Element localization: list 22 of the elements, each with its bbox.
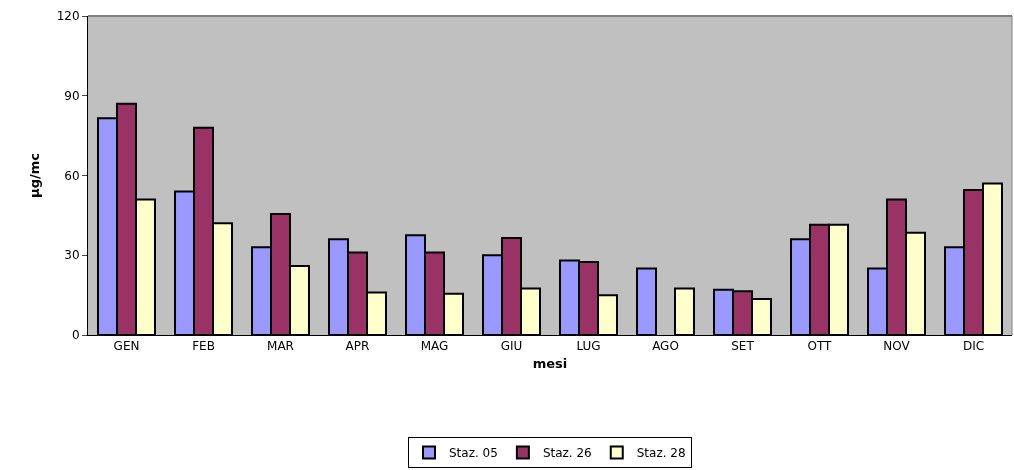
x-tick-label: FEB [192, 339, 215, 354]
y-tick-label: 90 [64, 88, 80, 103]
legend-label: Staz. 26 [542, 446, 592, 461]
legend-label: Staz. 05 [449, 446, 498, 461]
x-tick-label: OTT [807, 339, 833, 354]
y-axis-title: µg/mc [26, 153, 42, 198]
y-tick-label: 120 [56, 9, 80, 24]
x-tick-label: NOV [883, 339, 911, 354]
y-tick-label: 60 [64, 168, 80, 183]
x-tick-label: MAR [267, 339, 294, 354]
x-tick-label: LUG [576, 339, 601, 354]
y-tick-label: 0 [71, 328, 80, 343]
x-tick-label: SET [731, 339, 755, 354]
y-tick-label: 30 [64, 248, 80, 263]
x-tick-label: AGO [652, 339, 679, 354]
x-tick-label: GEN [113, 339, 140, 354]
legend-label: Staz. 28 [636, 446, 686, 461]
x-tick-label: DIC [962, 339, 985, 354]
x-tick-label: APR [345, 339, 370, 354]
x-tick-label: GIU [500, 339, 523, 354]
x-tick-label: MAG [420, 339, 449, 354]
x-axis-title: mesi [532, 356, 568, 371]
